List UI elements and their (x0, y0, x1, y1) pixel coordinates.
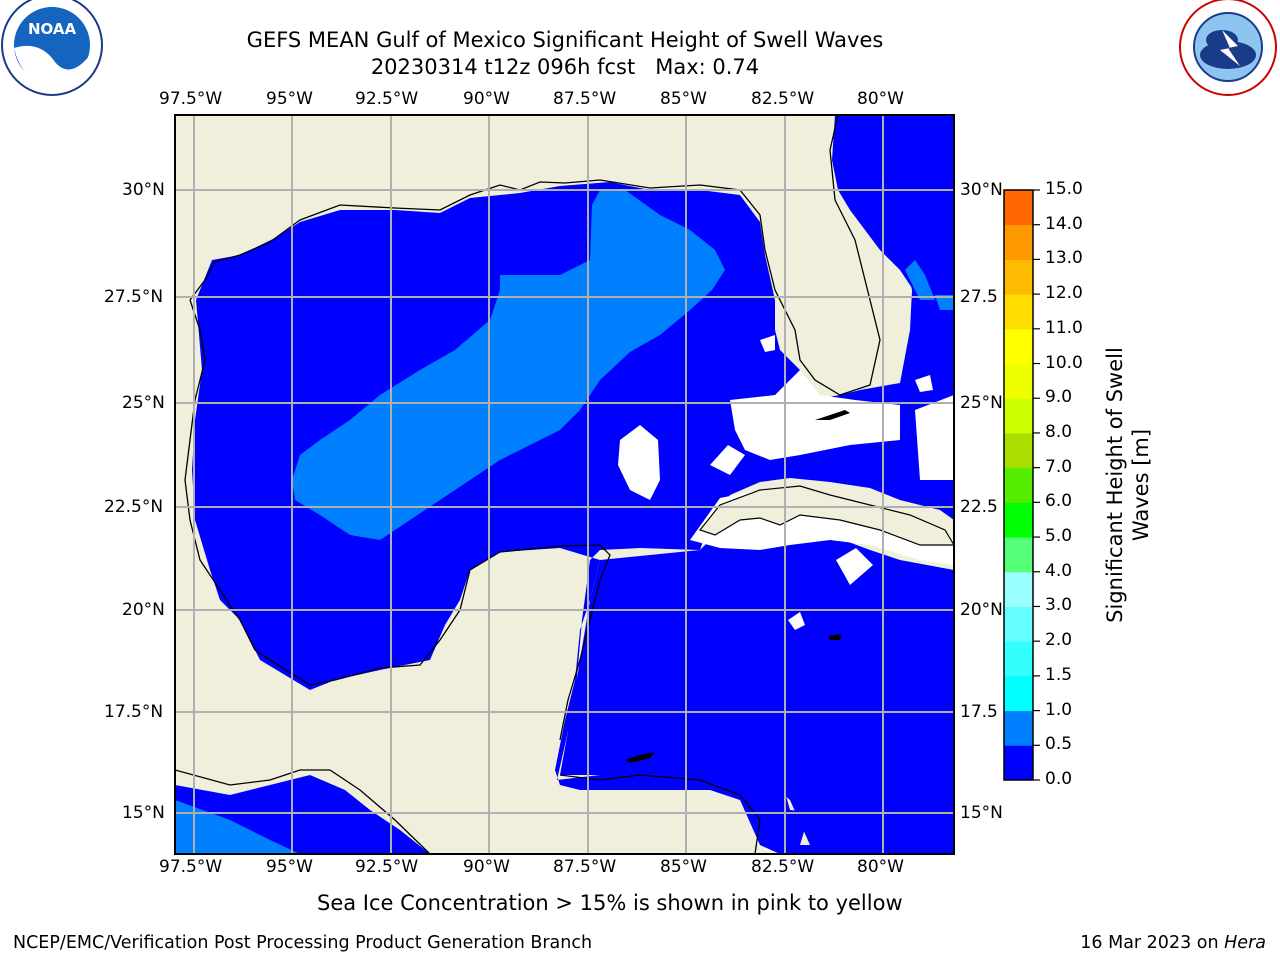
colorbar (1003, 189, 1040, 781)
lon-tick-bottom: 90°W (463, 857, 510, 877)
colorbar-label-line-2: Waves [m] (1129, 428, 1153, 542)
colorbar-segment (1004, 606, 1033, 642)
colorbar-segment (1004, 675, 1033, 712)
footer-date: 16 Mar 2023 on Hera (1080, 933, 1266, 953)
lat-tick-right: 15°N (960, 803, 1003, 823)
atlantic-swell-mid (905, 260, 935, 300)
footer-credit: NCEP/EMC/Verification Post Processing Pr… (13, 933, 593, 953)
lat-tick-right: 27.5 (960, 287, 998, 307)
lat-tick-right: 25°N (960, 393, 1003, 413)
colorbar-tick-label: 4.0 (1045, 560, 1073, 581)
colorbar-tick-label: 2.0 (1045, 630, 1073, 651)
gulf-swell-mid (292, 190, 725, 540)
lon-tick-bottom: 80°W (857, 857, 904, 877)
colorbar-tick-label: 8.0 (1045, 421, 1073, 442)
title-line-2: 20230314 t12z 096h fcst Max: 0.74 (370, 55, 760, 79)
lon-tick-top: 95°W (266, 89, 313, 109)
colorbar-tick-label: 0.5 (1045, 734, 1073, 755)
map-frame (174, 114, 955, 855)
colorbar-segment (1004, 190, 1033, 226)
footer-host: Hera (1224, 933, 1266, 953)
lon-tick-top: 97.5°W (159, 89, 223, 109)
lon-tick-bottom: 87.5°W (553, 857, 617, 877)
lon-tick-top: 85°W (660, 89, 707, 109)
colorbar-segment (1004, 502, 1033, 538)
colorbar-tick-label: 1.0 (1045, 699, 1073, 720)
colorbar-frame (1003, 189, 1034, 781)
colorbar-tick-label: 5.0 (1045, 526, 1073, 547)
sea-ice-note: Sea Ice Concentration > 15% is shown in … (317, 891, 903, 915)
colorbar-segment (1004, 363, 1033, 399)
footer-date-text: 16 Mar 2023 on (1080, 933, 1225, 953)
colorbar-segment (1004, 641, 1033, 677)
lat-tick-left: 30°N (122, 180, 165, 200)
colorbar-segment (1004, 571, 1033, 607)
colorbar-segment (1004, 537, 1033, 573)
colorbar-segment (1004, 224, 1033, 260)
lon-tick-top: 92.5°W (355, 89, 419, 109)
colorbar-tick-label: 12.0 (1045, 283, 1083, 304)
lat-tick-left: 20°N (122, 600, 165, 620)
lat-tick-right: 20°N (960, 600, 1003, 620)
colorbar-tick-label: 7.0 (1045, 456, 1073, 477)
lon-tick-bottom: 97.5°W (159, 857, 223, 877)
colorbar-segment (1004, 259, 1033, 295)
colorbar-tick-label: 3.0 (1045, 595, 1073, 616)
map-area (175, 115, 954, 854)
lon-tick-top: 90°W (463, 89, 510, 109)
lon-tick-top: 87.5°W (553, 89, 617, 109)
caribbean-swell-low (560, 525, 954, 845)
colorbar-segment (1004, 745, 1033, 781)
lat-tick-right: 17.5 (960, 702, 998, 722)
gulf-swell-low (192, 182, 954, 854)
lat-tick-left: 27.5°N (104, 287, 164, 307)
colorbar-tick-label: 15.0 (1045, 179, 1083, 199)
colorbar-segment (1004, 467, 1033, 503)
lat-tick-left: 17.5°N (104, 702, 164, 722)
graticule (175, 115, 954, 854)
lon-tick-bottom: 95°W (266, 857, 313, 877)
cuba-landmass (698, 485, 954, 546)
title-line-1: GEFS MEAN Gulf of Mexico Significant Hei… (246, 28, 884, 52)
colorbar-tick-label: 6.0 (1045, 491, 1073, 512)
nws-logo (1179, 0, 1277, 96)
colorbar-segment (1004, 294, 1033, 330)
lon-tick-bottom: 92.5°W (355, 857, 419, 877)
colorbar-tick-label: 10.0 (1045, 352, 1083, 373)
colorbar-tick-label: 13.0 (1045, 248, 1083, 269)
lon-tick-bottom: 85°W (660, 857, 707, 877)
colorbar-tick-label: 1.5 (1045, 664, 1073, 685)
colorbar-segment (1004, 432, 1033, 469)
colorbar-segment (1004, 398, 1033, 434)
colorbar-segment (1004, 328, 1033, 365)
lat-tick-right: 22.5 (960, 497, 998, 517)
atlantic-swell-low (832, 115, 954, 300)
colorbar-tick-label: 11.0 (1045, 317, 1083, 338)
colorbar-tick-label: 0.0 (1045, 769, 1073, 789)
lon-tick-bottom: 82.5°W (751, 857, 815, 877)
no-data-fl-keys (730, 370, 900, 460)
colorbar-label: Significant Height of Swell Waves [m] (1102, 285, 1154, 685)
lat-tick-left: 25°N (122, 393, 165, 413)
lat-tick-right: 30°N (960, 180, 1003, 200)
colorbar-segment (1004, 710, 1033, 746)
noaa-logo-text: NOAA (28, 20, 77, 38)
colorbar-tick-label: 9.0 (1045, 387, 1073, 408)
gulf-coastline (189, 115, 881, 396)
colorbar-label-line-1: Significant Height of Swell (1103, 347, 1127, 623)
lon-tick-top: 82.5°W (751, 89, 815, 109)
colorbar-tick-label: 14.0 (1045, 213, 1083, 234)
noaa-logo: NOAA (1, 0, 103, 96)
lat-tick-left: 15°N (122, 803, 165, 823)
lat-tick-left: 22.5°N (104, 497, 164, 517)
lon-tick-top: 80°W (857, 89, 904, 109)
